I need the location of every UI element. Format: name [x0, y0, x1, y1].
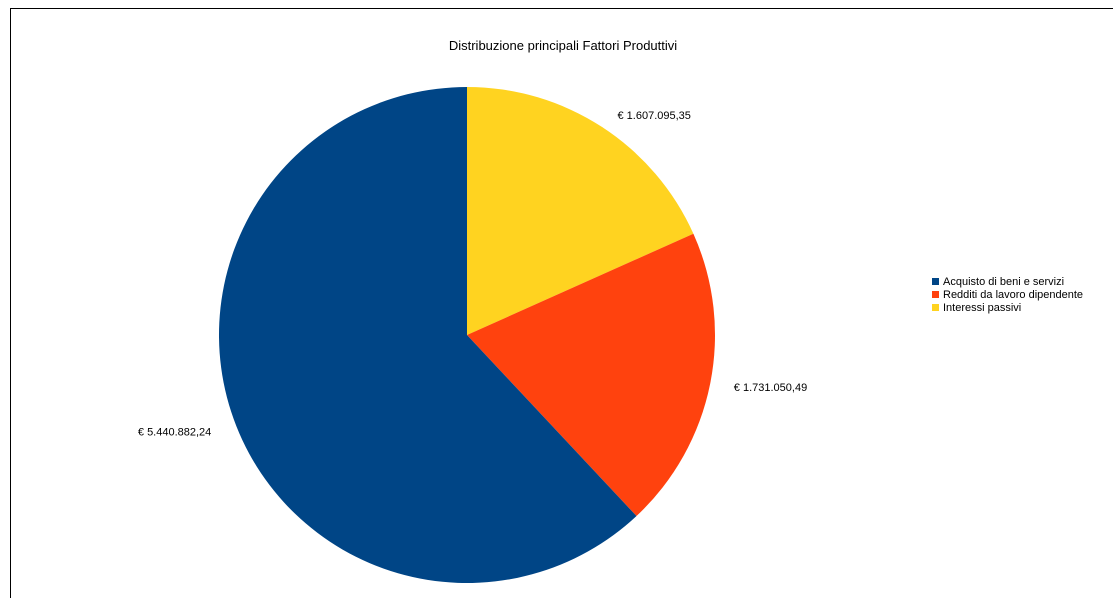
legend-label: Interessi passivi	[943, 302, 1021, 314]
pie-slice-interessi-passivi	[467, 87, 694, 335]
legend-swatch	[932, 291, 939, 298]
legend-swatch	[932, 304, 939, 311]
data-label: € 1.607.095,35	[618, 110, 691, 122]
data-label: € 5.440.882,24	[138, 426, 211, 438]
pie-slice-acquisto-di-beni-e-servizi	[218, 86, 637, 584]
legend-label: Acquisto di beni e servizi	[943, 276, 1064, 288]
legend-label: Redditi da lavoro dipendente	[943, 289, 1083, 301]
chart-frame	[10, 8, 1113, 598]
pie-slices	[218, 86, 716, 584]
pie-slice-redditi-da-lavoro-dipendente	[467, 233, 716, 517]
chart-title: Distribuzione principali Fattori Produtt…	[449, 38, 677, 53]
legend-swatch	[932, 278, 939, 285]
data-labels: € 1.607.095,35 € 1.731.050,49 € 5.440.882,…	[138, 110, 807, 438]
data-label: € 1.731.050,49	[734, 382, 807, 394]
